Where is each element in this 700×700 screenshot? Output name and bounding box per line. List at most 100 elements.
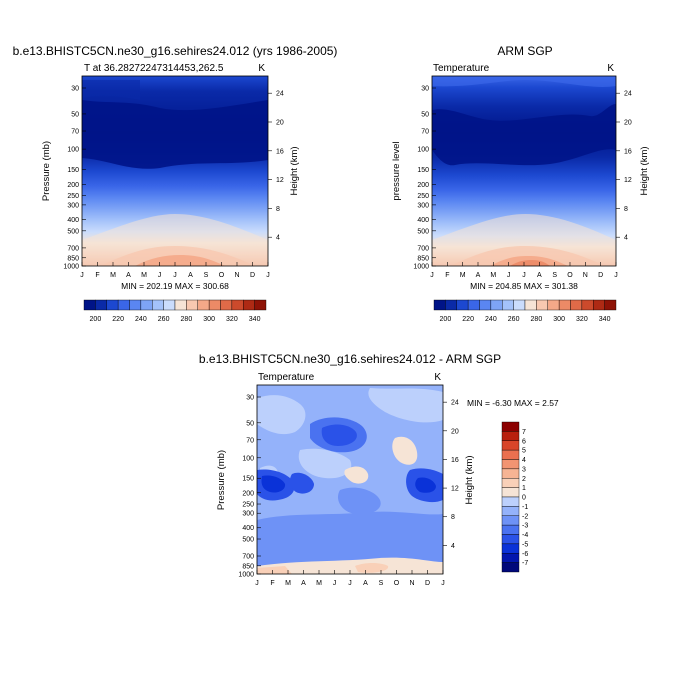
y-tick-label: 30 [71,86,79,93]
colorbar-swatch [501,524,520,535]
colorbar-swatch [186,299,198,311]
y-right-tick-label: 24 [624,91,632,98]
x-tick-label: J [348,580,352,587]
colorbar-swatch [479,299,492,311]
colorbar-label: 7 [522,429,526,436]
y-tick-label: 500 [417,228,429,235]
y-tick-label: 200 [242,490,254,497]
panel-obs-ylabel-right: Height (km) [639,146,650,195]
panel-model-minmax: MIN = 202.19 MAX = 300.68 [121,281,229,291]
colorbar-swatch [501,459,520,470]
y-tick-label: 100 [67,147,79,154]
y-right-tick-label: 12 [276,177,284,184]
colorbar-swatch [117,299,130,311]
y-right-tick-label: 20 [276,119,284,126]
y-tick-label: 700 [417,245,429,252]
colorbar-swatch [501,440,520,451]
x-tick-label: J [507,272,511,279]
colorbar-label: 340 [599,316,611,323]
panel-obs-yticks: 30 50 70 100 150 200 250 300 400 500 700 850 1000 [413,86,436,271]
x-tick-label: F [445,272,449,279]
panel-model-ylabel-right: Height (km) [289,146,300,195]
x-tick-label: M [285,580,291,587]
colorbar-swatch [593,299,605,311]
colorbar-label: 320 [226,316,238,323]
x-tick-label: J [333,580,337,587]
colorbar-label: 260 [508,316,520,323]
y-right-tick-label: 24 [276,91,284,98]
y-tick-label: 150 [67,167,79,174]
y-tick-label: 250 [242,502,254,509]
colorbar-swatch [501,468,520,479]
colorbar-swatch [501,543,520,554]
y-right-tick-label: 16 [276,148,284,155]
panel-model-field [82,76,268,266]
colorbar-swatch [604,299,617,311]
y-tick-label: 1000 [413,264,429,271]
colorbar-label: 6 [522,438,526,445]
y-tick-label: 100 [242,455,254,462]
panel-diff: b.e13.BHISTC5CN.ne30_g16.sehires24.012 -… [199,352,559,587]
x-tick-label: J [173,272,177,279]
x-tick-label: S [552,272,557,279]
colorbar-label: 200 [440,316,452,323]
colorbar-swatch [558,299,571,311]
y-tick-label: 850 [417,255,429,262]
y-right-tick-label: 20 [624,119,632,126]
y-tick-label: 50 [71,111,79,118]
colorbar-label: 1 [522,485,526,492]
x-tick-label: M [490,272,496,279]
x-tick-label: O [567,272,573,279]
colorbar-swatch [95,299,107,311]
colorbar-label: 3 [522,466,526,473]
x-tick-label: D [425,580,430,587]
x-tick-label: J [430,272,434,279]
panel-model-ylabel: Pressure (mb) [41,141,52,201]
colorbar-swatch [220,299,233,311]
colorbar-swatch [140,299,153,311]
x-tick-label: N [234,272,239,279]
y-tick-label: 300 [67,202,79,209]
y-tick-label: 1000 [238,572,254,579]
x-tick-label: S [379,580,384,587]
x-tick-label: J [255,580,259,587]
y-right-tick-label: 8 [451,514,455,521]
x-tick-label: J [158,272,162,279]
x-tick-label: J [80,272,84,279]
panel-diff-colorbar: 7 6 5 4 3 2 1 0 -1 -2 -3 -4 -5 -6 -7 [501,421,528,573]
y-right-tick-label: 16 [624,148,632,155]
y-tick-label: 300 [242,511,254,518]
colorbar-label: 4 [522,457,526,464]
y-right-tick-label: 4 [451,543,455,550]
x-tick-label: O [394,580,400,587]
colorbar-label: 260 [158,316,170,323]
colorbar-swatch [501,534,520,545]
panel-diff-minmax: MIN = -6.30 MAX = 2.57 [467,398,559,408]
y-tick-label: 500 [67,228,79,235]
panel-diff-ylabel-right: Height (km) [464,455,475,504]
x-tick-label: A [126,272,131,279]
y-tick-label: 500 [242,537,254,544]
panel-model-title: b.e13.BHISTC5CN.ne30_g16.sehires24.012 (… [13,44,338,58]
colorbar-swatch [243,299,255,311]
colorbar-label: -5 [522,541,528,548]
panel-obs-units: K [607,63,614,74]
x-tick-label: O [219,272,225,279]
y-tick-label: 150 [242,476,254,483]
panel-obs-ylabel: pressure level [391,141,402,200]
panel-obs-title: ARM SGP [497,44,552,58]
colorbar-label: 5 [522,448,526,455]
colorbar-swatch [197,299,210,311]
y-tick-label: 400 [417,217,429,224]
y-tick-label: 700 [67,245,79,252]
colorbar-swatch [524,299,537,311]
colorbar-swatch [83,299,96,311]
y-right-tick-label: 4 [624,235,628,242]
y-right-tick-label: 8 [276,206,280,213]
y-tick-label: 400 [242,525,254,532]
y-tick-label: 250 [67,193,79,200]
y-tick-label: 200 [417,182,429,189]
